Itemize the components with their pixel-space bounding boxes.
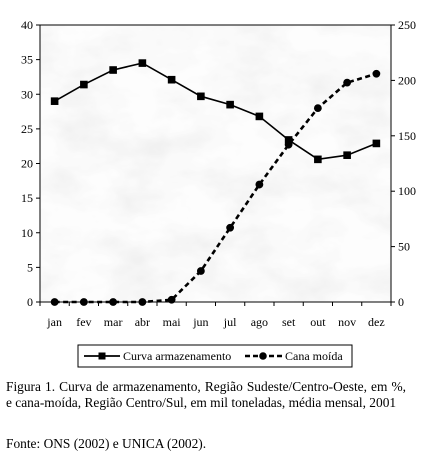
point-armazenamento-jul [226, 100, 234, 109]
x-tick-label: abr [135, 315, 150, 329]
x-tick-label: mai [163, 315, 182, 329]
point-armazenamento-nov [343, 151, 351, 159]
series-markers [50, 59, 381, 306]
x-tick-label: fev [76, 315, 91, 329]
point-cana-out [313, 104, 322, 112]
point-cana-nov [343, 78, 352, 87]
point-armazenamento-ago [255, 112, 264, 121]
left-tick-label: 30 [21, 87, 33, 101]
right-tick-label: 50 [398, 240, 410, 254]
x-axis: jan fev mar abr mai jun jul ago set out nov dez [39, 302, 392, 329]
point-armazenamento-set [284, 136, 293, 144]
series-line-1 [54, 72, 377, 304]
figure-caption: Figura 1. Curva de armazenamento, Região… [6, 379, 406, 410]
right-tick-label: 100 [398, 184, 416, 198]
point-armazenamento-jun [197, 92, 205, 101]
series-lines [54, 62, 377, 304]
x-tick-label: jul [223, 315, 237, 329]
x-tick-label: dez [368, 315, 385, 329]
left-tick-label: 15 [21, 191, 33, 205]
legend-label-cana: Cana moída [285, 349, 343, 363]
x-tick-label: out [310, 315, 326, 329]
left-tick-label: 35 [21, 53, 33, 67]
point-armazenamento-fev [80, 80, 88, 89]
point-cana-mai [167, 295, 176, 304]
x-tick-label: mar [104, 315, 123, 329]
left-tick-label: 20 [21, 157, 33, 171]
legend: Curva armazenamento Cana moída [77, 344, 353, 368]
point-cana-dez [372, 69, 381, 78]
point-cana-jul [226, 223, 235, 232]
plot-area [39, 24, 392, 303]
point-cana-fev [79, 298, 88, 306]
right-tick-label: 250 [398, 18, 416, 32]
point-armazenamento-abr [138, 59, 147, 67]
point-armazenamento-mai [167, 75, 176, 84]
point-armazenamento-dez [372, 139, 381, 148]
legend-marker-square [98, 352, 106, 360]
point-armazenamento-mar [109, 66, 117, 74]
caption-text: Figura 1. Curva de armazenamento, Região… [6, 379, 406, 410]
left-tick-label: 25 [21, 122, 33, 136]
point-armazenamento-out [314, 155, 322, 164]
figure-source: Fonte: ONS (2002) e UNICA (2002). [6, 436, 207, 451]
x-tick-label: nov [338, 315, 356, 329]
point-cana-jan [50, 298, 59, 306]
left-tick-label: 0 [27, 295, 33, 309]
left-tick-label: 40 [21, 18, 33, 32]
right-tick-label: 0 [398, 295, 404, 309]
point-cana-set [284, 140, 293, 149]
series-line-0 [54, 62, 377, 161]
left-tick-label: 10 [21, 226, 33, 240]
point-armazenamento-jan [50, 97, 59, 105]
point-cana-ago [255, 180, 264, 189]
left-axis: 0 5 10 15 20 25 30 35 40 [21, 18, 40, 309]
right-tick-label: 150 [398, 129, 416, 143]
legend-marker-circle [259, 352, 267, 360]
left-tick-label: 5 [27, 260, 33, 274]
x-tick-label: ago [251, 315, 268, 329]
point-cana-abr [138, 298, 147, 306]
x-tick-label: jun [192, 315, 208, 329]
legend-label-armazenamento: Curva armazenamento [123, 349, 231, 363]
right-axis: 0 50 100 150 200 250 [391, 18, 416, 309]
point-cana-mar [109, 298, 118, 306]
point-cana-jun [196, 267, 205, 275]
x-tick-label: set [282, 315, 296, 329]
x-tick-label: jan [46, 315, 62, 329]
right-tick-label: 200 [398, 73, 416, 87]
